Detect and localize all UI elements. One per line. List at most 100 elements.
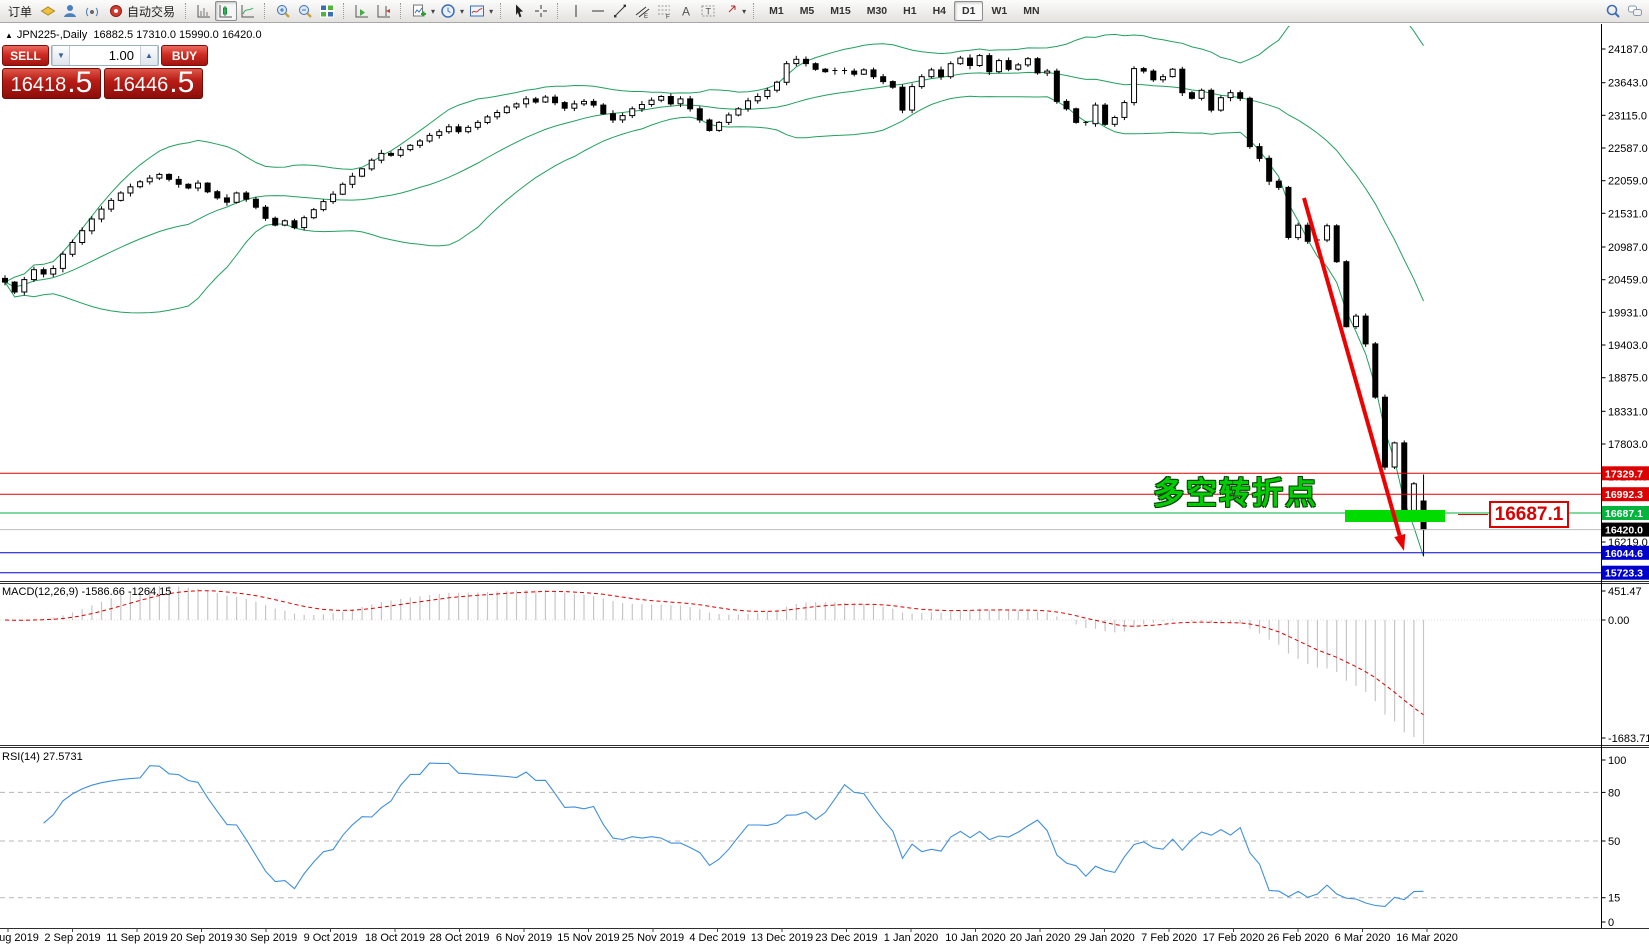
svg-text:50: 50 <box>1608 836 1620 848</box>
timeframe-d1-button[interactable]: D1 <box>954 1 984 21</box>
buy-price-display[interactable]: 16446.5 <box>104 68 203 99</box>
auto-scroll-button[interactable] <box>351 1 373 21</box>
candle <box>1410 483 1417 511</box>
timeframe-mn-button[interactable]: MN <box>1023 5 1040 17</box>
candle <box>281 220 288 226</box>
bollinger-middle-band <box>4 71 1424 302</box>
cursor-button[interactable] <box>508 1 530 21</box>
arrows-button[interactable] <box>719 1 741 21</box>
svg-text:18 Oct 2019: 18 Oct 2019 <box>365 932 425 944</box>
candle <box>1343 261 1350 328</box>
new-order-label: 订单 <box>8 4 33 19</box>
buy-button[interactable]: BUY <box>161 45 208 66</box>
price-callout-box[interactable]: 16687.1 <box>1489 501 1569 528</box>
candle <box>513 103 520 108</box>
candle <box>600 104 607 115</box>
zoom-in-button[interactable] <box>272 1 294 21</box>
period-dropdown-caret[interactable]: ▾ <box>460 6 465 16</box>
candle <box>40 269 47 275</box>
toolbar-separator <box>185 3 188 19</box>
chart-menu-arrow[interactable]: ▲ <box>5 31 13 40</box>
indicators-button[interactable] <box>408 1 430 21</box>
volume-input[interactable] <box>70 46 140 65</box>
line-chart-button[interactable] <box>237 1 259 21</box>
candle <box>909 86 916 111</box>
chart-ohlc-values: 16882.5 17310.0 15990.0 16420.0 <box>93 29 262 41</box>
vertical-line-icon <box>575 5 577 17</box>
turning-point-annotation[interactable]: 多空转折点 <box>1153 476 1318 511</box>
timeframe-w1-button[interactable]: W1 <box>991 5 1008 17</box>
main-chart-plot <box>2 26 1427 557</box>
timeframe-h1-button[interactable]: H1 <box>903 5 917 17</box>
vertical-line-button[interactable] <box>565 1 587 21</box>
svg-text:23 Aug 2019: 23 Aug 2019 <box>0 932 39 944</box>
candle <box>851 70 858 75</box>
search-button[interactable] <box>1602 1 1624 21</box>
trend-arrow-head <box>1394 533 1406 551</box>
zoom-out-icon <box>299 5 312 18</box>
svg-text:26 Feb 2020: 26 Feb 2020 <box>1267 932 1329 944</box>
candle <box>1333 225 1340 263</box>
horizontal-line-button[interactable] <box>587 1 609 21</box>
label-button[interactable]: T <box>697 1 719 21</box>
fibonacci-button[interactable]: F <box>653 1 675 21</box>
timeframe-h4-button[interactable]: H4 <box>932 5 947 17</box>
timeframe-m1-button[interactable]: M1 <box>769 5 784 17</box>
timeframe-m30-button[interactable]: M30 <box>866 5 888 17</box>
price-label-15723.3 <box>1602 565 1649 580</box>
svg-text:1 Jan 2020: 1 Jan 2020 <box>884 932 938 944</box>
timeframe-m5-button[interactable]: M5 <box>799 5 815 17</box>
candle <box>1295 224 1302 239</box>
bar-chart-button[interactable] <box>193 1 215 21</box>
sell-price-display[interactable]: 16418.5 <box>2 68 101 99</box>
templates-button[interactable] <box>466 1 488 21</box>
arrows-dropdown-caret[interactable]: ▾ <box>742 6 747 16</box>
new-order-button[interactable]: 订单 <box>3 1 37 21</box>
rsi-indicator-label: RSI(14) 27.5731 <box>2 751 83 763</box>
candle-chart-button[interactable] <box>215 1 238 21</box>
autotrade-button[interactable]: 自动交易 <box>103 1 180 21</box>
timeframe-m15-button[interactable]: M15 <box>830 5 851 17</box>
templates-dropdown-caret[interactable]: ▾ <box>489 6 494 16</box>
sell-button[interactable]: SELL <box>2 45 49 66</box>
candle <box>330 193 337 203</box>
autotrade-icon <box>110 5 123 17</box>
profile-button[interactable] <box>59 1 81 21</box>
candle <box>117 192 124 201</box>
svg-text:25 Nov 2019: 25 Nov 2019 <box>622 932 684 944</box>
auto-scroll-icon <box>355 5 369 18</box>
candle <box>735 108 742 116</box>
svg-text:18875.0: 18875.0 <box>1608 373 1648 385</box>
candle <box>745 100 752 110</box>
candle <box>1217 97 1224 111</box>
trend-arrow[interactable] <box>1302 197 1402 537</box>
signal-button[interactable] <box>81 1 103 21</box>
svg-text:0: 0 <box>1608 917 1614 929</box>
volume-increase-button[interactable]: ▲ <box>140 46 158 65</box>
zoom-in-icon <box>277 5 290 18</box>
candle <box>11 281 18 293</box>
zoom-out-button[interactable] <box>294 1 316 21</box>
horizontal-line-icon <box>592 10 605 12</box>
tile-windows-button[interactable] <box>316 1 338 21</box>
crosshair-button[interactable] <box>530 1 552 21</box>
chart-shift-button[interactable] <box>373 1 395 21</box>
candle <box>1237 92 1244 99</box>
news-button[interactable] <box>37 1 59 21</box>
period-button[interactable] <box>437 1 459 21</box>
candle <box>725 114 732 123</box>
svg-text:15: 15 <box>1608 893 1620 905</box>
volume-decrease-button[interactable]: ▼ <box>52 46 70 65</box>
candle <box>465 126 472 133</box>
trendline-button[interactable] <box>609 1 631 21</box>
candle <box>79 230 86 243</box>
candle <box>1024 58 1031 66</box>
text-button[interactable]: A <box>675 1 697 21</box>
indicators-dropdown-caret[interactable]: ▾ <box>431 6 436 16</box>
svg-text:20 Sep 2019: 20 Sep 2019 <box>170 932 232 944</box>
svg-text:11 Sep 2019: 11 Sep 2019 <box>106 932 168 944</box>
chat-button[interactable] <box>1624 1 1646 21</box>
svg-text:F: F <box>666 15 670 20</box>
channel-button[interactable]: E <box>631 1 653 21</box>
rsi-line <box>43 762 1424 907</box>
